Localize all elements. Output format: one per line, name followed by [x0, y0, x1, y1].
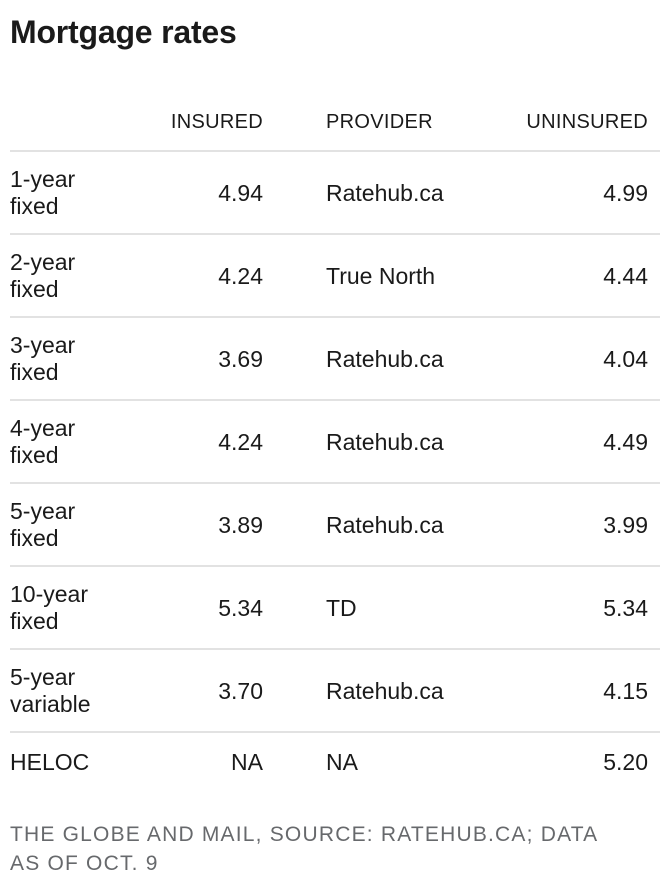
uninsured-rate: 4.49 — [603, 428, 648, 455]
term-label: 10-year fixed — [10, 581, 88, 634]
provider-name: Ratehub.ca — [326, 511, 444, 538]
term-label: 3-year fixed — [10, 332, 76, 385]
uninsured-rate: 3.99 — [603, 511, 648, 538]
uninsured-rate: 4.44 — [603, 262, 648, 289]
uninsured-rate: 5.34 — [603, 594, 648, 621]
term-label: 2-year fixed — [10, 249, 76, 302]
page-title: Mortgage rates — [10, 14, 237, 50]
provider-name: Ratehub.ca — [326, 345, 444, 372]
insured-rate: 5.34 — [218, 594, 263, 621]
provider-name: Ratehub.ca — [326, 677, 444, 704]
source-note-line-1: THE GLOBE AND MAIL, SOURCE: RATEHUB.CA; … — [10, 823, 599, 846]
table-row: 2-year fixed 4.24 True North 4.44 — [10, 235, 660, 318]
uninsured-rate: 4.15 — [603, 677, 648, 704]
uninsured-rate: 4.99 — [603, 179, 648, 206]
term-label: 4-year fixed — [10, 415, 76, 468]
table-row: 10-year fixed 5.34 TD 5.34 — [10, 567, 660, 650]
term-label: 1-year fixed — [10, 166, 76, 219]
insured-rate: 3.69 — [218, 345, 263, 372]
provider-name: Ratehub.ca — [326, 428, 444, 455]
column-header-uninsured: UNINSURED — [526, 111, 648, 133]
provider-name: TD — [326, 594, 357, 621]
table-row: 4-year fixed 4.24 Ratehub.ca 4.49 — [10, 401, 660, 484]
insured-rate: 4.94 — [218, 179, 263, 206]
insured-rate: 3.70 — [218, 677, 263, 704]
table-row: HELOC NA NA 5.20 — [10, 733, 660, 788]
uninsured-rate: 4.04 — [603, 345, 648, 372]
source-note: THE GLOBE AND MAIL, SOURCE: RATEHUB.CA; … — [10, 820, 648, 878]
column-header-provider: PROVIDER — [326, 111, 433, 133]
table-row: 3-year fixed 3.69 Ratehub.ca 4.04 — [10, 318, 660, 401]
provider-name: Ratehub.ca — [326, 179, 444, 206]
provider-name: True North — [326, 262, 436, 289]
term-label: HELOC — [10, 749, 90, 775]
table-row: 5-year variable 3.70 Ratehub.ca 4.15 — [10, 650, 660, 733]
column-header-insured: INSURED — [170, 111, 263, 133]
table-row: 5-year fixed 3.89 Ratehub.ca 3.99 — [10, 484, 660, 567]
uninsured-rate: 5.20 — [603, 749, 648, 775]
source-note-line-2: AS OF OCT. 9 — [10, 852, 159, 875]
table-header-row: INSURED PROVIDER UNINSURED — [10, 52, 660, 152]
table-row: 1-year fixed 4.94 Ratehub.ca 4.99 — [10, 152, 660, 235]
term-label: 5-year fixed — [10, 498, 76, 551]
insured-rate: NA — [231, 749, 263, 775]
insured-rate: 4.24 — [218, 428, 263, 455]
insured-rate: 4.24 — [218, 262, 263, 289]
insured-rate: 3.89 — [218, 511, 263, 538]
term-label: 5-year variable — [10, 664, 91, 717]
provider-name: NA — [326, 749, 358, 775]
